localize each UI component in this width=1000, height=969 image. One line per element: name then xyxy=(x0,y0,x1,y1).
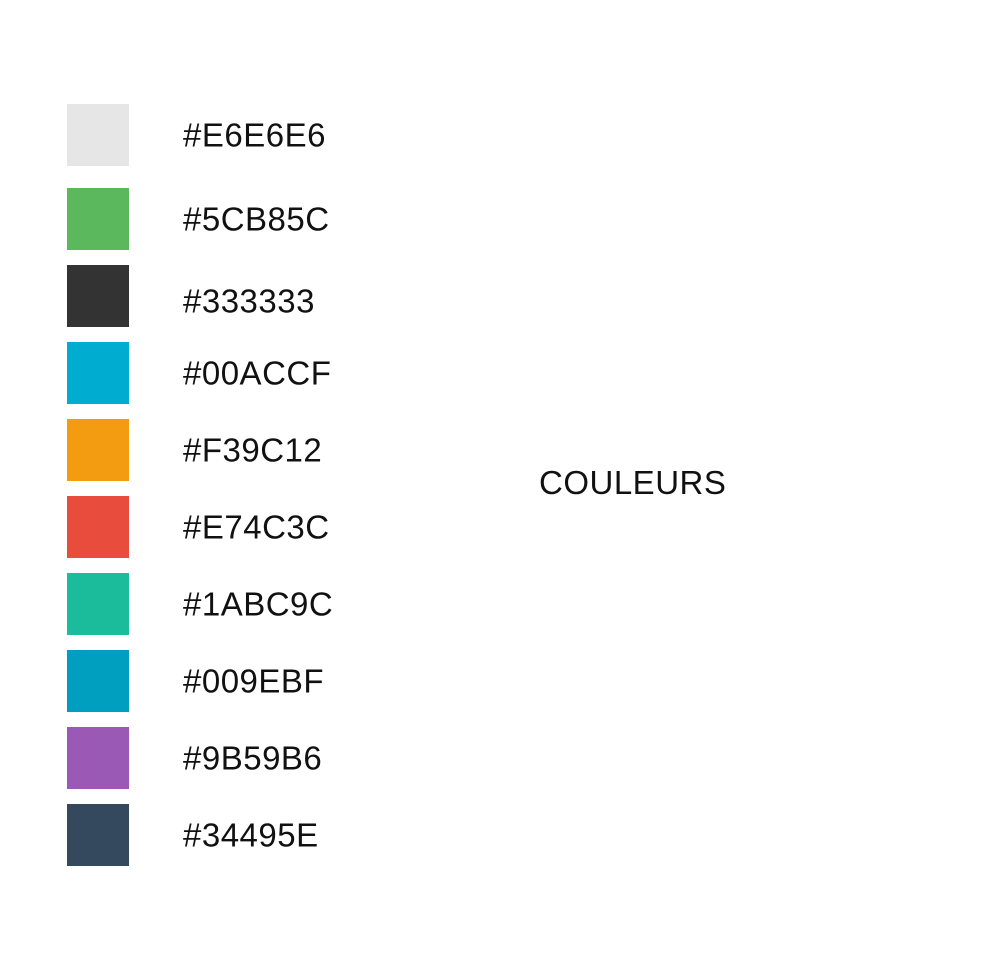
color-swatch xyxy=(67,727,129,789)
palette-item: #F39C12 xyxy=(67,419,407,481)
palette-item: #1ABC9C xyxy=(67,573,407,635)
palette-item: #E74C3C xyxy=(67,496,407,558)
color-swatch xyxy=(67,804,129,866)
color-hex-label: #5CB85C xyxy=(183,200,330,238)
palette-item: #9B59B6 xyxy=(67,727,407,789)
palette-item: #5CB85C xyxy=(67,188,407,250)
palette-item: #333333 xyxy=(67,265,407,327)
palette-title: COULEURS xyxy=(539,464,727,501)
color-hex-label: #34495E xyxy=(183,816,319,854)
color-hex-label: #E6E6E6 xyxy=(183,116,326,154)
color-swatch xyxy=(67,104,129,166)
color-swatch xyxy=(67,573,129,635)
color-hex-label: #E74C3C xyxy=(183,508,330,546)
color-swatch xyxy=(67,496,129,558)
palette-item: #00ACCF xyxy=(67,342,407,404)
color-hex-label: #9B59B6 xyxy=(183,739,323,777)
palette-item: #34495E xyxy=(67,804,407,866)
color-swatch xyxy=(67,265,129,327)
color-hex-label: #333333 xyxy=(183,282,315,320)
palette-item: #009EBF xyxy=(67,650,407,712)
color-hex-label: #009EBF xyxy=(183,662,325,700)
palette-item: #E6E6E6 xyxy=(67,104,407,166)
color-swatch xyxy=(67,342,129,404)
color-hex-label: #F39C12 xyxy=(183,431,323,469)
color-swatch xyxy=(67,650,129,712)
color-hex-label: #1ABC9C xyxy=(183,585,334,623)
color-swatch xyxy=(67,188,129,250)
color-swatch xyxy=(67,419,129,481)
color-hex-label: #00ACCF xyxy=(183,354,332,392)
